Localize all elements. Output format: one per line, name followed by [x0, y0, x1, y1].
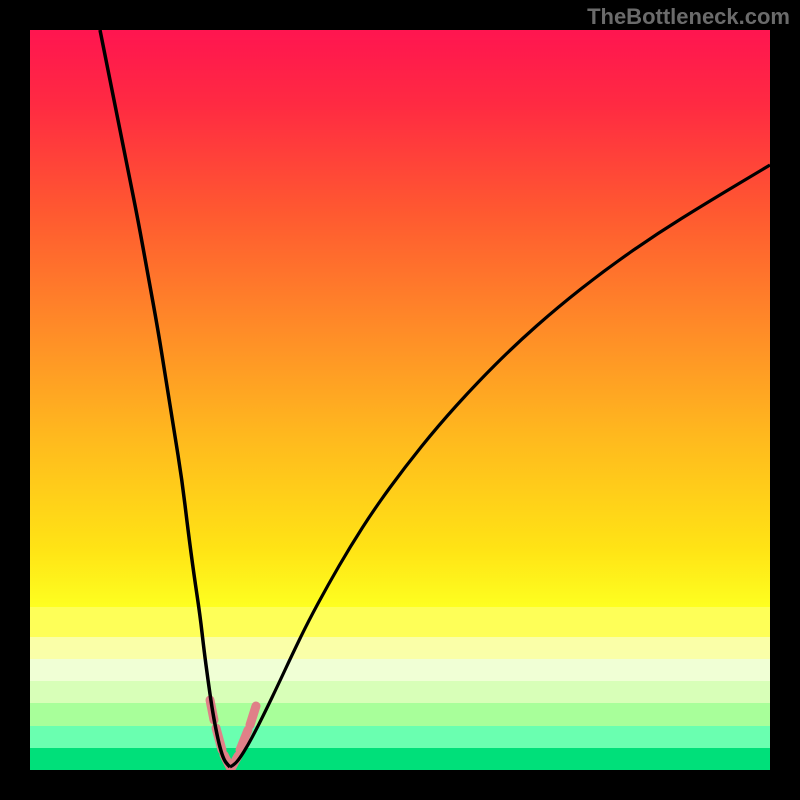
curve-overlay [30, 30, 770, 770]
valley-mark [250, 706, 256, 725]
plot-area [30, 30, 770, 770]
curve-left [100, 30, 230, 767]
curve-right [230, 165, 770, 767]
watermark-text: TheBottleneck.com [587, 4, 790, 30]
chart-container: TheBottleneck.com [0, 0, 800, 800]
